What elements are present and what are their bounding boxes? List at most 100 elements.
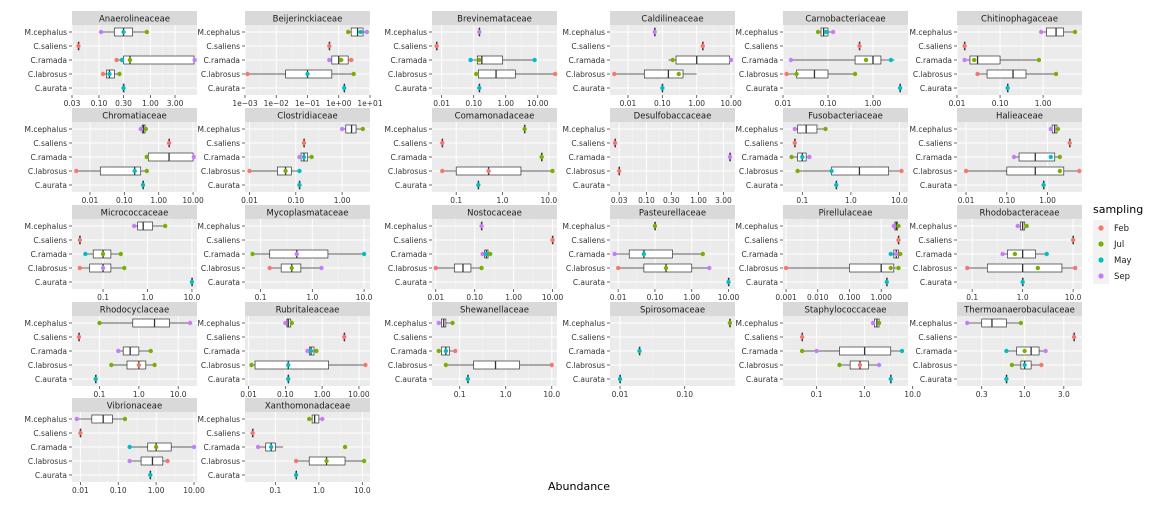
data-point xyxy=(136,362,142,368)
y-tick-label: C.saliens xyxy=(206,333,240,342)
facet-panel: Xanthomonadaceae 0.1 1.0 10.0 M.cephalus C.sa… xyxy=(198,398,371,495)
data-point xyxy=(97,320,102,326)
x-tick-label: 0.010 xyxy=(807,293,829,302)
data-point xyxy=(342,85,347,91)
facet-panel: Staphylococcaceae 0.1 1.0 10.0 M.cephalus C.s… xyxy=(736,302,921,399)
facet-panel: Rhodobacteraceae 0.1 1.0 10.0 M.cephalus C.sa… xyxy=(910,205,1082,302)
x-tick-label: 0.1 xyxy=(796,196,808,205)
data-point xyxy=(789,154,794,160)
data-point xyxy=(1009,362,1015,368)
facet-title: Fusobacteriaceae xyxy=(808,112,883,122)
data-point xyxy=(148,348,153,354)
data-point xyxy=(140,182,146,188)
data-point xyxy=(191,154,197,160)
y-tick-label: C.aurata xyxy=(573,375,605,384)
data-point xyxy=(876,320,882,326)
data-point xyxy=(166,140,172,146)
y-tick-label: C.labrosus xyxy=(388,70,427,79)
data-point xyxy=(434,43,439,49)
data-point xyxy=(78,430,83,436)
x-tick-label: 10.00 xyxy=(183,486,205,495)
y-tick-label: C.saliens xyxy=(744,236,778,245)
data-point xyxy=(100,71,106,77)
data-point xyxy=(324,458,329,464)
x-tick-label: 10.0 xyxy=(543,390,560,399)
x-tick-label: 0.10 xyxy=(638,196,655,205)
y-tick-label: C.aurata xyxy=(35,278,67,287)
box xyxy=(473,360,520,370)
box xyxy=(311,414,320,424)
data-point xyxy=(250,251,255,257)
data-point xyxy=(351,71,356,77)
y-tick-label: C.aurata xyxy=(208,181,240,190)
y-tick-label: C.ramada xyxy=(30,250,67,259)
data-point xyxy=(814,348,819,354)
data-point xyxy=(484,251,489,257)
facet-strip xyxy=(783,302,908,316)
data-point xyxy=(98,29,104,35)
facet-panel: Desulfobaccaceae 0.03 0.10 0.30 1.00 3.00 M.ce… xyxy=(563,108,735,205)
data-point xyxy=(876,362,882,368)
data-point xyxy=(676,71,681,77)
x-tick-label: 10.0 xyxy=(1065,293,1082,302)
facet-panel: Spirosomaceae 0.01 0.10 M.cephalus C.saliens… xyxy=(563,302,735,399)
data-point xyxy=(297,182,302,188)
box xyxy=(254,360,329,370)
y-tick-label: C.labrosus xyxy=(28,457,67,466)
facet-title: Pasteurellaceae xyxy=(639,209,706,219)
legend-swatch xyxy=(1098,241,1104,247)
x-tick-label: 0.01 xyxy=(949,99,966,108)
y-tick-label: C.ramada xyxy=(568,56,605,65)
data-point xyxy=(77,265,83,271)
x-tick-label: 1.0 xyxy=(497,196,509,205)
data-point xyxy=(121,85,126,91)
box xyxy=(89,263,112,273)
data-point xyxy=(301,140,307,146)
facet-panel: Pasteurellaceae 0.01 0.10 1.00 10.00 M.cephal… xyxy=(563,205,739,302)
y-tick-label: M.cephalus xyxy=(385,28,428,37)
data-point xyxy=(189,279,195,285)
data-point xyxy=(480,251,485,257)
y-tick-label: C.ramada xyxy=(568,347,605,356)
y-tick-label: C.aurata xyxy=(395,375,427,384)
data-point xyxy=(788,57,794,63)
data-point xyxy=(286,376,291,382)
data-point xyxy=(465,376,471,382)
y-tick-label: C.saliens xyxy=(393,139,427,148)
x-tick-label: 1.00 xyxy=(497,99,514,108)
data-point xyxy=(896,237,901,243)
data-point xyxy=(1072,29,1078,35)
data-point xyxy=(852,71,858,77)
y-tick-label: C.aurata xyxy=(395,181,427,190)
x-tick-label: 10.0 xyxy=(170,390,187,399)
facet-panel: Vibrionaceae 0.01 0.10 1.00 10.00 M.cephalus C… xyxy=(25,398,205,495)
x-tick-label: 0.01 xyxy=(241,196,258,205)
facet-title: Nostocaceae xyxy=(467,209,522,219)
box xyxy=(796,69,829,79)
y-tick-label: C.aurata xyxy=(920,278,952,287)
legend-label: Feb xyxy=(1114,224,1129,234)
data-point xyxy=(363,362,368,368)
facet-strip xyxy=(957,205,1082,219)
y-tick-label: C.ramada xyxy=(390,347,427,356)
data-point xyxy=(314,348,319,354)
data-point xyxy=(830,29,836,35)
facet-panel: Micrococcaceae 0.1 1.0 10.0 M.cephalus C.sali… xyxy=(25,205,201,302)
y-tick-label: M.cephalus xyxy=(736,319,779,328)
data-point xyxy=(894,251,899,257)
data-point xyxy=(807,154,812,160)
y-tick-label: C.saliens xyxy=(33,333,67,342)
x-tick-label: 1.0 xyxy=(845,196,857,205)
y-tick-label: C.labrosus xyxy=(201,70,240,79)
data-point xyxy=(144,154,149,160)
x-tick-label: 1.0 xyxy=(1019,390,1031,399)
data-point xyxy=(1039,362,1044,368)
y-tick-label: M.cephalus xyxy=(563,222,606,231)
data-point xyxy=(700,251,706,257)
data-point xyxy=(823,29,829,35)
data-point xyxy=(319,265,324,271)
y-tick-label: C.saliens xyxy=(206,236,240,245)
x-tick-label: 10.00 xyxy=(542,293,564,302)
x-tick-label: 0.1 xyxy=(94,390,106,399)
facet-panel: Clostridiaceae 0.01 0.10 1.00 M.cephalus C.sa… xyxy=(198,108,370,205)
